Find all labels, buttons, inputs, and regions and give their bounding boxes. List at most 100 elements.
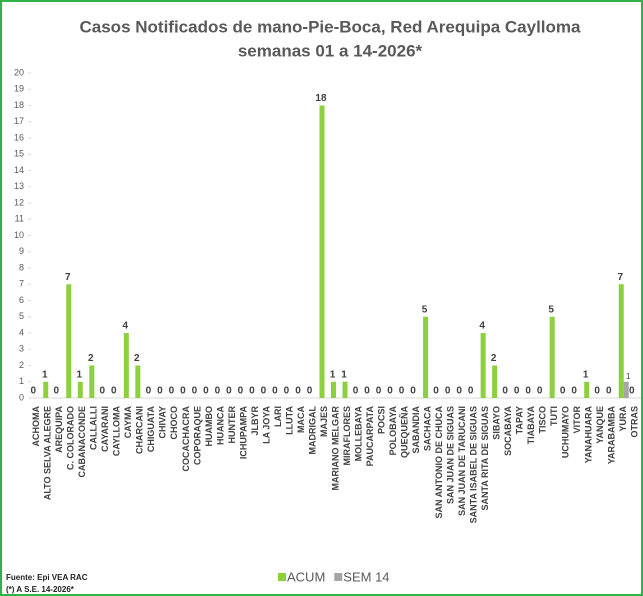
y-tick-label: 8	[19, 262, 24, 272]
data-label: 0	[445, 386, 451, 397]
bar	[135, 365, 141, 398]
data-label: 0	[364, 386, 370, 397]
chart-subtitle: semanas 01 a 14-2026*	[238, 41, 423, 60]
data-label: 1	[583, 369, 589, 380]
y-tick-label: 6	[19, 295, 24, 305]
data-label: 0	[410, 386, 416, 397]
bar	[342, 381, 348, 398]
x-tick-label: ACHOMA	[31, 406, 41, 447]
x-tick-label: MAJES	[319, 406, 329, 437]
y-tick-label: 14	[14, 165, 24, 175]
y-tick-label: 3	[19, 344, 24, 354]
x-tick-label: OTRAS	[630, 406, 640, 438]
x-tick-label: LARI	[273, 406, 283, 427]
data-label: 0	[525, 386, 531, 397]
y-tick-label: 12	[14, 197, 24, 207]
data-label: 0	[238, 386, 244, 397]
data-label: 1	[330, 369, 336, 380]
legend-swatch	[278, 573, 286, 581]
x-tick-label: QUEQUEÑA	[399, 406, 409, 459]
data-label: 0	[261, 386, 267, 397]
data-label: 0	[571, 386, 577, 397]
x-tick-label: TIABAYA	[526, 406, 536, 445]
data-label: 0	[537, 386, 543, 397]
bar	[492, 365, 498, 398]
data-label: 7	[65, 272, 71, 283]
data-label: 0	[215, 386, 221, 397]
data-label: 0	[376, 386, 382, 397]
bar	[123, 333, 129, 398]
data-label: 0	[284, 386, 290, 397]
x-tick-label: SAN JUAN DE TARUCANI	[457, 406, 467, 516]
bar	[319, 105, 325, 398]
data-label: 0	[387, 386, 393, 397]
x-tick-label: HUNTER	[227, 406, 237, 444]
x-tick-label: LA JOYA	[261, 406, 271, 444]
x-tick-label: MADRIGAL	[307, 406, 317, 455]
data-label: 0	[249, 386, 255, 397]
data-label: 2	[88, 353, 94, 364]
data-label: 0	[169, 386, 175, 397]
data-label: 18	[315, 93, 327, 104]
x-tick-label: JLBYR	[250, 406, 260, 436]
data-label: 0	[30, 386, 36, 397]
bar	[423, 316, 429, 398]
x-tick-label: ALTO SELVA ALEGRE	[43, 406, 53, 500]
bar	[623, 381, 629, 398]
x-tick-label: MARIANO MELGAR	[330, 406, 340, 491]
y-tick-label: 16	[14, 132, 24, 142]
x-tick-label: CHOCO	[169, 406, 179, 440]
x-tick-label: CHIGUATA	[146, 406, 156, 453]
bar	[66, 284, 72, 398]
y-tick-label: 10	[14, 230, 24, 240]
data-label: 0	[192, 386, 198, 397]
x-tick-label: COPORAQUE	[192, 406, 202, 465]
x-tick-label: LLUTA	[284, 406, 294, 435]
y-tick-label: 18	[14, 100, 24, 110]
x-tick-label: TISCO	[538, 406, 548, 434]
footnote: (*) A S.E. 14-2026*	[6, 585, 75, 594]
y-tick-label: 15	[14, 149, 24, 159]
bar	[331, 381, 336, 398]
data-label: 0	[146, 386, 152, 397]
x-tick-label: YANAHUARA	[584, 406, 594, 464]
x-tick-label: POCSI	[376, 406, 386, 434]
bar	[549, 316, 555, 398]
x-tick-label: CAYLLOMA	[112, 406, 122, 457]
y-tick-label: 1	[19, 376, 24, 386]
data-label: 0	[629, 386, 635, 397]
data-label: 0	[514, 386, 520, 397]
x-tick-label: SAN JUAN DE SIGUAS	[445, 406, 455, 504]
y-tick-label: 11	[15, 214, 24, 224]
x-tick-label: CALLALLI	[89, 406, 99, 450]
y-tick-label: 17	[14, 116, 24, 126]
x-tick-label: SANTA RITA DE SIGUAS	[480, 406, 490, 511]
legend-label: SEM 14	[343, 569, 389, 584]
data-label: 0	[272, 386, 278, 397]
y-tick-label: 19	[14, 84, 24, 94]
data-label: 0	[100, 386, 106, 397]
data-label: 0	[157, 386, 163, 397]
x-tick-label: AREQUIPA	[54, 406, 64, 453]
x-tick-label: SOCABAYA	[503, 406, 513, 456]
bar	[584, 381, 590, 398]
data-label: 5	[422, 304, 428, 315]
chart-title: Casos Notificados de mano-Pie-Boca, Red …	[80, 17, 582, 36]
data-label: 0	[53, 386, 59, 397]
data-label: 0	[502, 386, 508, 397]
data-label: 4	[123, 321, 129, 332]
y-tick-label: 0	[19, 392, 24, 402]
data-label: 0	[399, 386, 405, 397]
y-tick-label: 9	[19, 246, 24, 256]
data-label: 0	[606, 386, 612, 397]
data-label: 0	[295, 386, 301, 397]
x-tick-label: SABANDIA	[411, 406, 421, 454]
y-tick-label: 7	[19, 279, 24, 289]
data-label: 0	[433, 386, 439, 397]
x-tick-label: MIRAFLORES	[342, 406, 352, 466]
y-tick-label: 4	[19, 327, 24, 337]
x-tick-label: TUTI	[549, 406, 559, 426]
x-tick-label: MACA	[296, 406, 306, 433]
x-tick-label: SANTA ISABEL DE SIGUAS	[468, 406, 478, 523]
